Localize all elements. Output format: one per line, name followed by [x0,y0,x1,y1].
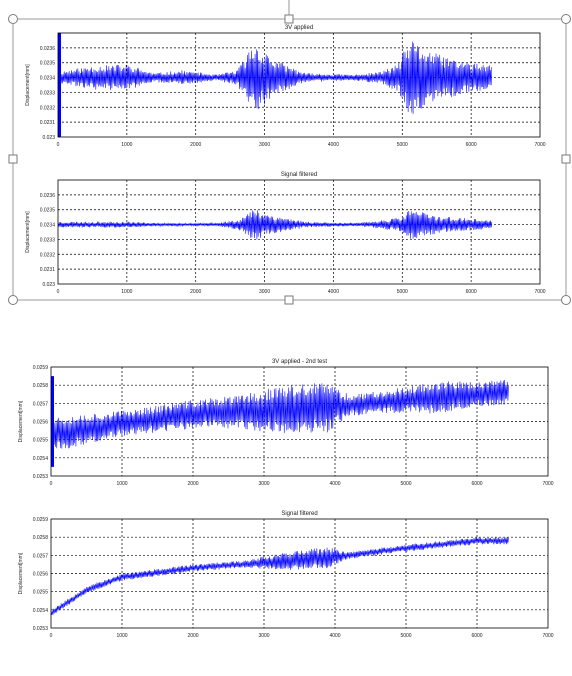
y-tick-label: 0.0234 [40,76,56,82]
x-tick-label: 1000 [121,142,132,148]
y-tick-label: 0.0235 [40,61,56,67]
resize-handle-top-right[interactable] [561,14,571,24]
plot-frame [57,179,541,285]
y-tick-label: 0.0255 [33,590,49,596]
chart-title: Signal filtered [281,172,317,178]
chart-signal-filtered-1: Signal filtered Displacement[mm] 0 1000 2000… [25,172,546,295]
series-line [51,380,509,449]
y-tick-label: 0.0254 [33,456,49,462]
plot-frame [50,518,549,629]
series-line [58,210,493,240]
resize-handle-bottom-left[interactable] [8,295,18,305]
y-tick-label: 0.0234 [40,223,56,229]
y-tick-label: 0.0235 [40,208,56,214]
chart-3v-applied: 3V applied Displacement[mm] 0 1000 2000 3000 4… [25,25,546,148]
y-tick-label: 0.0255 [33,438,49,444]
y-tick-label: 0.0232 [40,105,56,111]
x-tick-label: 6000 [466,142,477,148]
x-tick-label: 5000 [397,289,408,295]
x-tick-label: 5000 [400,633,411,639]
y-axis-label: Displacement[mm] [18,400,24,442]
x-tick-label: 2000 [187,481,198,487]
plot-frame [57,32,541,138]
resize-handle-bottom[interactable] [284,295,294,305]
y-tick-label: 0.0232 [40,252,56,258]
y-axis-label: Displacement[mm] [18,552,24,594]
x-tick-label: 1000 [121,289,132,295]
x-tick-label: 4000 [329,481,340,487]
y-tick-label: 0.023 [42,135,55,141]
chart-3v-applied-2nd-test: 3V applied - 2nd test Displacement[mm] 0 10… [18,359,554,487]
x-tick-label: 5000 [397,142,408,148]
resize-handle-bottom-right[interactable] [561,295,571,305]
x-tick-label: 7000 [534,142,545,148]
y-axis-label: Displacement[mm] [25,211,31,253]
x-tick-label: 0 [57,289,60,295]
x-tick-label: 1000 [116,481,127,487]
y-tick-label: 0.0253 [33,626,49,632]
series-line [58,41,493,114]
x-tick-label: 2000 [190,289,201,295]
selection-border [12,18,567,301]
x-tick-label: 6000 [471,481,482,487]
y-tick-label: 0.0259 [33,365,49,371]
y-tick-label: 0.0258 [33,383,49,389]
resize-handle-top-left[interactable] [8,14,18,24]
x-tick-label: 7000 [542,481,553,487]
chart-title: 3V applied [285,25,313,31]
x-tick-label: 6000 [471,633,482,639]
x-tick-label: 0 [50,481,53,487]
x-tick-label: 4000 [328,142,339,148]
chart-signal-filtered-2: Signal filtered Displacement[mm] 0 1000 2000… [18,511,554,639]
x-tick-label: 3000 [258,633,269,639]
plot-frame [50,366,549,477]
y-tick-label: 0.0254 [33,608,49,614]
y-tick-label: 0.0256 [33,572,49,578]
y-tick-label: 0.0257 [33,401,49,407]
y-tick-label: 0.0253 [33,474,49,480]
x-tick-label: 4000 [329,633,340,639]
x-tick-label: 7000 [542,633,553,639]
chart-title: Signal filtered [281,511,317,517]
selection-frame[interactable] [8,0,571,305]
y-tick-label: 0.023 [42,282,55,288]
y-axis-label: Displacement[mm] [25,64,31,106]
y-tick-label: 0.0231 [40,120,56,126]
x-tick-label: 3000 [258,481,269,487]
y-tick-label: 0.0256 [33,420,49,426]
x-tick-label: 3000 [259,142,270,148]
x-tick-label: 2000 [190,142,201,148]
resize-handle-left[interactable] [8,154,18,164]
x-tick-label: 0 [57,142,60,148]
x-tick-label: 3000 [259,289,270,295]
resize-handle-right[interactable] [561,154,571,164]
y-tick-label: 0.0236 [40,46,56,52]
y-tick-label: 0.0233 [40,90,56,96]
x-tick-label: 5000 [400,481,411,487]
x-tick-label: 7000 [534,289,545,295]
x-tick-label: 0 [50,633,53,639]
y-tick-label: 0.0231 [40,267,56,273]
y-tick-label: 0.0233 [40,237,56,243]
y-tick-label: 0.0259 [33,517,49,523]
y-tick-label: 0.0258 [33,535,49,541]
x-tick-label: 6000 [466,289,477,295]
y-tick-label: 0.0257 [33,553,49,559]
series-line [51,537,509,616]
chart-title: 3V applied - 2nd test [272,359,327,365]
resize-handle-top[interactable] [284,14,294,24]
y-tick-label: 0.0236 [40,193,56,199]
x-tick-label: 2000 [187,633,198,639]
x-tick-label: 4000 [328,289,339,295]
x-tick-label: 1000 [116,633,127,639]
